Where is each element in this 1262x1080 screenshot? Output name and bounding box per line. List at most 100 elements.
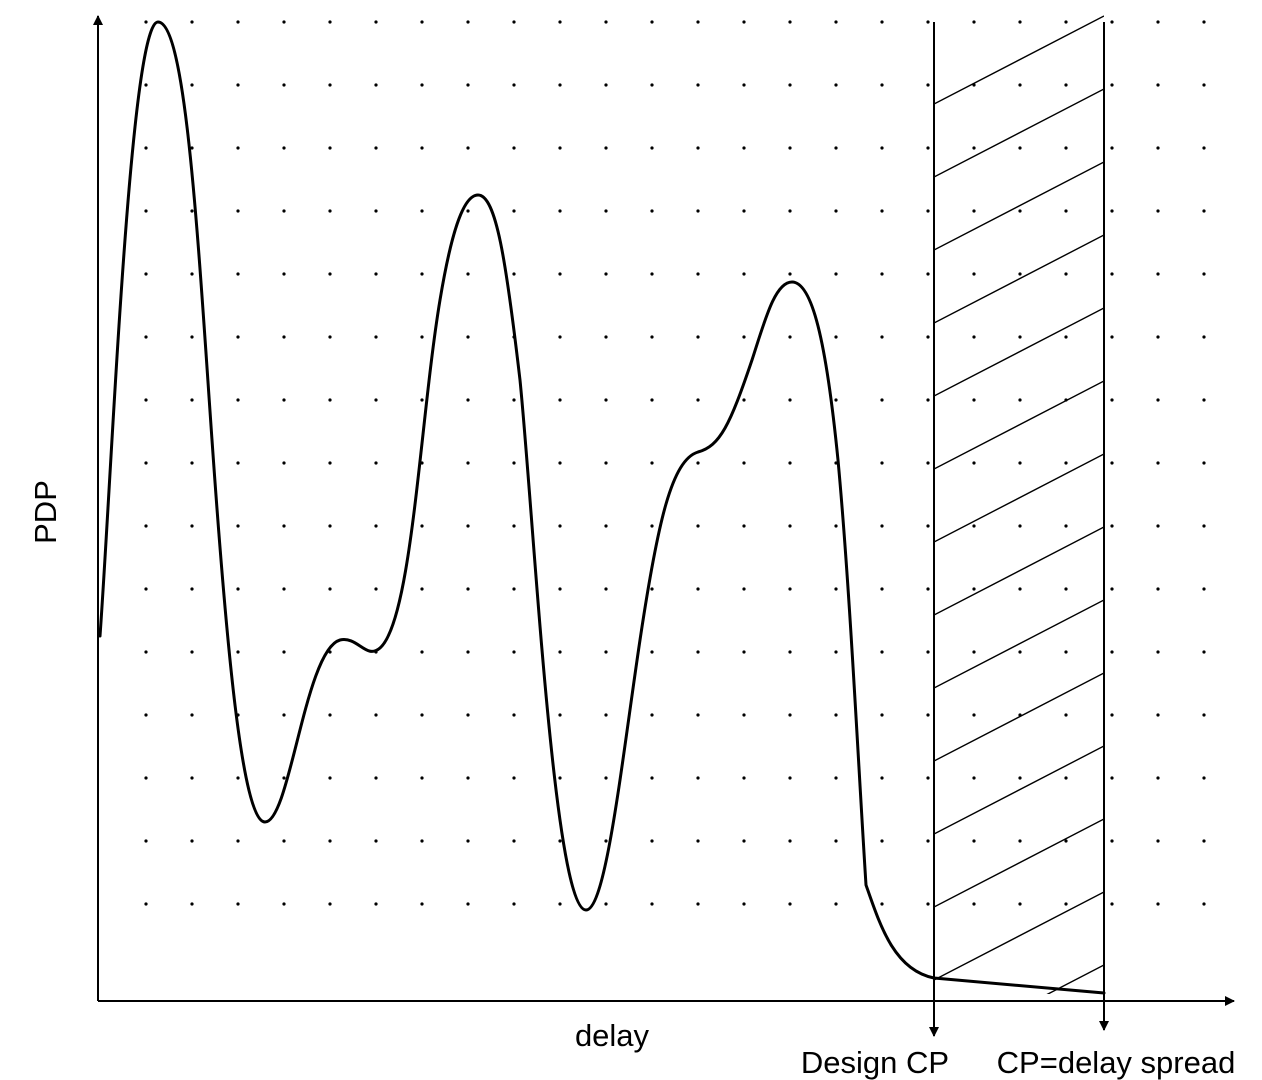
- grid-dot: [834, 776, 838, 780]
- grid-dot: [1018, 776, 1022, 780]
- grid-dot: [190, 83, 194, 87]
- grid-dot: [282, 461, 286, 465]
- hatch-line: [934, 307, 1104, 397]
- grid-dot: [420, 713, 424, 717]
- grid-dot: [1156, 587, 1160, 591]
- grid-dot: [1202, 713, 1206, 717]
- grid-dot: [420, 776, 424, 780]
- grid-dot: [512, 776, 516, 780]
- grid-dot: [972, 839, 976, 843]
- grid-dot: [328, 461, 332, 465]
- grid-dot: [374, 20, 378, 24]
- grid-dot: [1064, 209, 1068, 213]
- grid-dot: [512, 146, 516, 150]
- grid-dot: [1110, 209, 1114, 213]
- grid-dot: [696, 650, 700, 654]
- grid-dot: [1018, 20, 1022, 24]
- grid-dot: [374, 902, 378, 906]
- grid-dot: [558, 20, 562, 24]
- grid-dot: [1110, 20, 1114, 24]
- grid-dot: [696, 146, 700, 150]
- grid-dot: [972, 398, 976, 402]
- grid-dot: [742, 650, 746, 654]
- grid-dot: [1156, 146, 1160, 150]
- grid-dot: [788, 335, 792, 339]
- grid-dot: [236, 461, 240, 465]
- grid-dot: [282, 146, 286, 150]
- grid-dot: [144, 839, 148, 843]
- grid-dot: [650, 839, 654, 843]
- grid-dot: [880, 20, 884, 24]
- grid-dot: [1202, 902, 1206, 906]
- grid-dot: [558, 335, 562, 339]
- grid-dot: [880, 902, 884, 906]
- hatch-line: [934, 745, 1104, 835]
- grid-dot: [144, 902, 148, 906]
- grid-dot: [1156, 461, 1160, 465]
- grid-dot: [466, 524, 470, 528]
- grid-dot: [558, 461, 562, 465]
- grid-dot: [1018, 146, 1022, 150]
- grid-dot: [328, 587, 332, 591]
- grid-dot: [512, 839, 516, 843]
- grid-dot: [420, 650, 424, 654]
- grid-dot: [880, 83, 884, 87]
- grid-dot: [466, 335, 470, 339]
- grid-dot: [466, 146, 470, 150]
- grid-dot: [1018, 524, 1022, 528]
- grid-dot: [144, 461, 148, 465]
- grid-dot: [558, 209, 562, 213]
- grid-dot: [696, 272, 700, 276]
- x-axis-label: delay: [575, 1018, 650, 1053]
- grid-dot: [1110, 83, 1114, 87]
- grid-dot: [604, 398, 608, 402]
- grid-dot: [144, 209, 148, 213]
- grid-dot: [1064, 461, 1068, 465]
- grid-dot: [834, 713, 838, 717]
- grid-dot: [374, 83, 378, 87]
- hatch-line: [934, 672, 1104, 762]
- grid-dot: [1110, 335, 1114, 339]
- grid-dot: [1110, 776, 1114, 780]
- grid-dot: [1202, 398, 1206, 402]
- grid-dot: [1018, 839, 1022, 843]
- grid-dot: [880, 650, 884, 654]
- grid-dot: [558, 839, 562, 843]
- grid-dot: [236, 902, 240, 906]
- hatch-line: [934, 818, 1104, 908]
- grid-dot: [558, 902, 562, 906]
- grid-dot: [374, 524, 378, 528]
- grid-dot: [972, 713, 976, 717]
- dotted-grid: [144, 20, 1206, 906]
- grid-dot: [1110, 461, 1114, 465]
- grid-dot: [1202, 335, 1206, 339]
- grid-dot: [650, 209, 654, 213]
- grid-dot: [742, 272, 746, 276]
- grid-dot: [1064, 146, 1068, 150]
- y-axis-label: PDP: [28, 480, 63, 544]
- grid-dot: [144, 587, 148, 591]
- grid-dot: [420, 146, 424, 150]
- grid-dot: [420, 335, 424, 339]
- grid-dot: [880, 461, 884, 465]
- grid-dot: [788, 398, 792, 402]
- grid-dot: [972, 272, 976, 276]
- grid-dot: [190, 398, 194, 402]
- grid-dot: [696, 83, 700, 87]
- grid-dot: [236, 776, 240, 780]
- grid-dot: [190, 839, 194, 843]
- grid-dot: [374, 461, 378, 465]
- grid-dot: [880, 209, 884, 213]
- grid-dot: [788, 20, 792, 24]
- grid-dot: [696, 713, 700, 717]
- grid-dot: [1110, 839, 1114, 843]
- grid-dot: [696, 20, 700, 24]
- hatched-region: [934, 15, 1104, 994]
- grid-dot: [972, 524, 976, 528]
- grid-dot: [420, 83, 424, 87]
- grid-dot: [742, 776, 746, 780]
- grid-dot: [190, 209, 194, 213]
- grid-dot: [1018, 461, 1022, 465]
- grid-dot: [696, 461, 700, 465]
